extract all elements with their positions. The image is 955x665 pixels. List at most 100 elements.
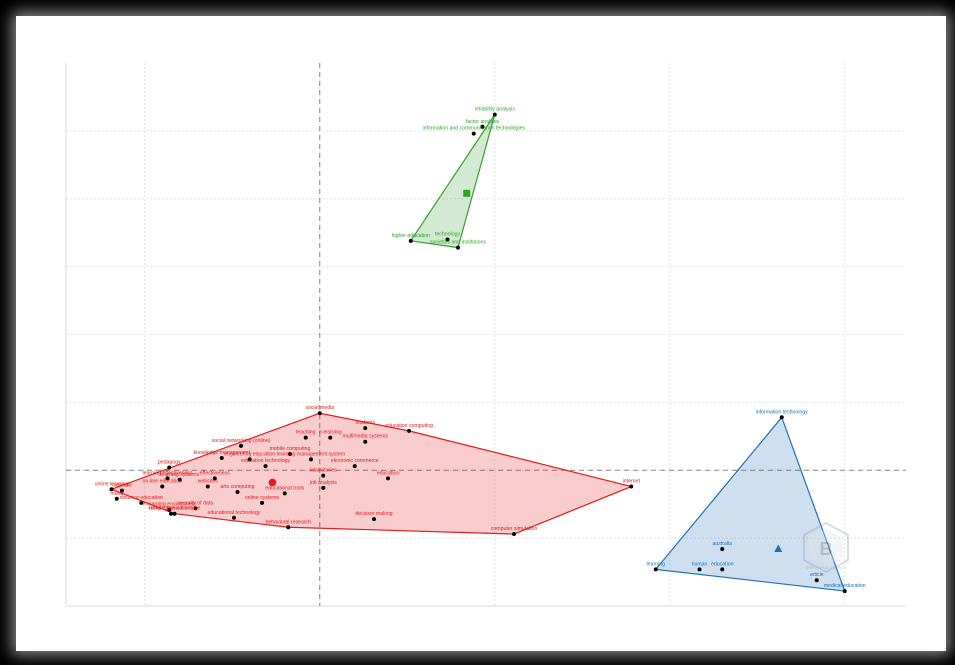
data-point (172, 511, 177, 516)
data-point (363, 426, 368, 431)
point-label: education technology (241, 458, 290, 464)
data-point (372, 517, 376, 522)
origin-lines (66, 63, 906, 606)
data-point (165, 476, 170, 481)
point-label: australia (712, 541, 732, 547)
data-point (471, 131, 476, 136)
point-label: laboratories (310, 468, 338, 474)
data-point (282, 491, 287, 496)
data-point (445, 237, 450, 242)
svg-text:B: B (820, 539, 833, 559)
point-label: pedagogy (158, 460, 181, 466)
point-label: on-line education (142, 479, 182, 485)
data-point (193, 506, 198, 511)
point-label: electronic commerce (331, 458, 379, 464)
data-point (232, 515, 236, 520)
data-point (114, 496, 119, 501)
point-label: computer simulation (491, 526, 538, 532)
data-point (352, 464, 357, 469)
cluster-centroid-circle (268, 478, 277, 487)
data-point (720, 546, 725, 551)
point-label: information and communication technologi… (422, 126, 525, 132)
data-point (407, 428, 411, 433)
point-label: information technology (756, 409, 809, 415)
data-point (109, 487, 114, 492)
point-label: social networking (online) (212, 438, 271, 444)
data-point (120, 488, 124, 493)
point-labels: online learning social media education com… (95, 107, 866, 589)
data-point (328, 435, 333, 440)
data-point (169, 511, 173, 516)
data-point (263, 464, 268, 469)
point-label: security of data (178, 500, 213, 506)
point-label: article (810, 572, 824, 578)
point-label: human (692, 561, 708, 567)
cluster-scatter-chart: online learning social media education com… (65, 63, 906, 607)
data-point (139, 500, 144, 505)
data-point (842, 589, 847, 594)
data-point (492, 112, 497, 117)
cluster-centroid-triangle (774, 544, 783, 552)
point-label: distance education (120, 495, 163, 501)
data-point (309, 457, 313, 462)
data-point (480, 124, 485, 129)
point-label: educational technology (207, 510, 260, 516)
data-point (288, 451, 292, 456)
data-point (456, 245, 460, 250)
point-label: societies and institutions (430, 240, 487, 246)
point-label: factor analysis (466, 119, 500, 125)
data-point (167, 465, 172, 470)
point-label: arts computing (220, 484, 254, 490)
point-label: technology (435, 231, 460, 237)
data-point (167, 507, 172, 512)
point-label: engineering education (224, 451, 275, 457)
point-label: education (377, 470, 400, 476)
data-point (260, 500, 264, 505)
point-label: knowledge management (193, 450, 250, 456)
data-point (247, 457, 252, 462)
data-point (321, 485, 326, 490)
point-label: curricula (112, 483, 132, 489)
cluster-centroids (268, 189, 783, 552)
data-point (205, 484, 210, 489)
point-label: online systems (245, 495, 280, 501)
watermark-text: Bibliometrix Science (806, 565, 847, 570)
point-label: teaching (296, 430, 316, 436)
point-label: education (711, 561, 734, 567)
data-point (720, 567, 725, 572)
cluster-centroid-square (463, 189, 471, 197)
data-point (363, 439, 368, 444)
point-label: education computing (385, 423, 433, 429)
point-label: students (355, 420, 375, 426)
data-point (177, 477, 182, 482)
data-point (629, 484, 634, 489)
point-label: multimedia systems (342, 434, 388, 440)
data-point (317, 411, 322, 416)
cluster-hull-3 (655, 416, 846, 592)
data-point (779, 415, 784, 420)
point-label: learning (647, 561, 666, 567)
point-label: internet (623, 479, 641, 485)
point-label: learning systems (160, 472, 199, 478)
data-point (286, 525, 291, 530)
data-point (408, 238, 413, 243)
data-point (321, 473, 326, 478)
data-point (160, 484, 165, 489)
data-point (239, 443, 243, 448)
point-label: learning management system (277, 451, 345, 457)
chart-frame: online learning social media education com… (16, 16, 946, 651)
point-label: job analysis (309, 480, 338, 486)
point-label: mobile applications (149, 506, 194, 512)
data-point (814, 578, 819, 583)
point-label: higher education (392, 233, 430, 239)
point-label: competitive advantage (149, 506, 201, 512)
point-label: behavioral research (265, 519, 311, 525)
point-label: e-learning (319, 430, 342, 436)
point-label: online learning (95, 481, 129, 487)
data-point (697, 567, 702, 572)
data-point (512, 532, 516, 537)
cluster-hull-2 (410, 113, 496, 249)
data-points (109, 112, 847, 594)
point-label: effectiveness (200, 470, 231, 476)
point-label: educational tools (265, 485, 304, 491)
